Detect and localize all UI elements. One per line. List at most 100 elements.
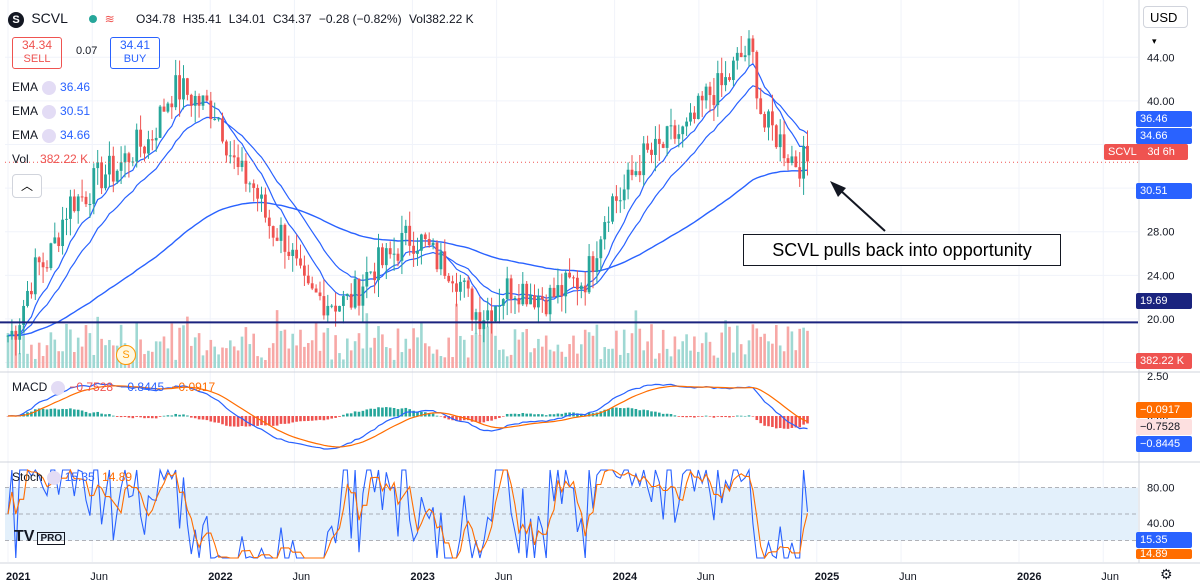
ema1-legend[interactable]: EMA 36.46 <box>12 80 90 95</box>
candle-body-172 <box>677 134 681 139</box>
macd-hist-100 <box>396 409 400 417</box>
candle-body-105 <box>416 250 419 254</box>
sell-button[interactable]: 34.34 SELL <box>12 37 62 69</box>
macd-hist-35 <box>143 416 146 419</box>
candle-body-45 <box>182 78 185 100</box>
candle-body-41 <box>166 103 170 112</box>
vol-bar-68 <box>271 343 275 368</box>
macd-hist-77 <box>307 416 310 421</box>
buy-button[interactable]: 34.41 BUY <box>110 37 160 69</box>
ema1-settings-icon[interactable] <box>42 80 57 95</box>
candle-body-160 <box>630 169 634 176</box>
symbol-name[interactable]: SCVL <box>31 10 68 26</box>
vol-bar-91 <box>361 348 365 368</box>
candle-body-95 <box>377 247 380 281</box>
stoch-legend[interactable]: Stoch 15.35 14.89 <box>12 470 132 485</box>
candle-body-13 <box>57 237 61 247</box>
ema2-label: EMA <box>12 104 39 118</box>
macd-legend[interactable]: MACD −0.7528 −0.8445 −0.0917 <box>12 380 215 395</box>
dividend-marker[interactable]: S <box>116 345 136 365</box>
candle-body-150 <box>591 256 595 272</box>
candle-body-139 <box>548 287 552 315</box>
vol-bar-169 <box>665 348 669 368</box>
vol-bar-33 <box>135 322 138 368</box>
candle-body-47 <box>189 94 193 106</box>
vol-legend[interactable]: Vol 382.22 K <box>12 152 88 166</box>
candle-body-60 <box>240 160 244 168</box>
vol-bar-83 <box>330 359 333 368</box>
candle-body-83 <box>330 305 334 307</box>
macd-hist-165 <box>650 411 653 417</box>
macd-hist-42 <box>170 415 174 417</box>
tag-volume: 382.22 K <box>1136 353 1192 369</box>
candle-body-118 <box>466 280 470 289</box>
pane-separators <box>0 371 1200 463</box>
macd-hist-180 <box>708 416 712 417</box>
vol-bar-5 <box>26 353 29 368</box>
ema3-legend[interactable]: EMA 34.66 <box>12 128 90 143</box>
vol-bar-101 <box>400 352 404 368</box>
candle-body-42 <box>170 103 174 108</box>
tag-ema-mid: 34.66 <box>1136 128 1192 144</box>
candle-body-196 <box>771 111 774 126</box>
vol-bar-117 <box>463 339 466 368</box>
annotation-callout[interactable]: SCVL pulls back into opportunity <box>743 234 1061 266</box>
vol-bar-72 <box>287 348 291 368</box>
candle-body-49 <box>197 95 201 106</box>
vol-bar-142 <box>560 351 564 368</box>
macd-hist-71 <box>283 416 287 424</box>
vol-bar-167 <box>658 353 661 368</box>
vol-bar-84 <box>334 335 337 368</box>
candle-body-179 <box>704 86 708 101</box>
candle-body-156 <box>615 196 618 201</box>
candle-body-134 <box>529 295 532 305</box>
candle-body-10 <box>45 267 49 269</box>
chevron-up-icon: ︿ <box>20 179 33 193</box>
macd-hist-0 <box>6 416 10 417</box>
vol-bar-199 <box>782 351 786 368</box>
macd-hist-16 <box>69 408 72 417</box>
collapse-legend-button[interactable]: ︿ <box>12 174 42 198</box>
candle-body-109 <box>431 242 435 246</box>
macd-hist-167 <box>658 412 661 417</box>
settings-gear-icon[interactable]: ⚙ <box>1160 566 1173 582</box>
vol-bar-61 <box>244 327 248 368</box>
candle-body-84 <box>334 305 337 312</box>
candle-body-112 <box>443 251 447 276</box>
vol-bar-146 <box>576 353 579 368</box>
vol-bar-64 <box>256 356 259 368</box>
vol-bar-196 <box>771 343 774 368</box>
vol-bar-51 <box>205 350 209 368</box>
stoch-settings-icon[interactable] <box>46 470 61 485</box>
ema2-legend[interactable]: EMA 30.51 <box>12 104 90 119</box>
ema3-settings-icon[interactable] <box>42 128 57 143</box>
candle-body-132 <box>521 283 525 305</box>
wave-icon: ≋ <box>104 12 115 26</box>
candle-body-194 <box>763 114 766 128</box>
macd-hist-185 <box>728 416 731 418</box>
vol-bar-140 <box>552 351 556 368</box>
currency-select[interactable]: USD ▾ <box>1143 6 1188 46</box>
vol-bar-15 <box>65 323 68 368</box>
tag-macd-hist: −0.8445 <box>1136 436 1192 452</box>
vol-bar-102 <box>404 338 408 368</box>
candle-body-188 <box>739 52 743 58</box>
macd-hist-95 <box>377 407 380 417</box>
candle-body-129 <box>509 278 513 300</box>
candle-body-144 <box>568 272 571 278</box>
candle-body-187 <box>735 52 739 61</box>
macd-hist-149 <box>587 413 591 417</box>
candle-body-165 <box>650 149 653 155</box>
vol-bar-205 <box>806 330 809 368</box>
candle-body-61 <box>244 160 248 184</box>
close-value: C34.37 <box>272 12 312 26</box>
annotation-text: SCVL pulls back into opportunity <box>772 240 1032 260</box>
macd-settings-icon[interactable] <box>51 380 66 395</box>
macd-v3: −0.0917 <box>171 380 216 394</box>
price-tick-6: 40.00 <box>1147 96 1175 108</box>
candle-body-163 <box>642 143 646 176</box>
ema2-settings-icon[interactable] <box>42 104 57 119</box>
macd-hist-54 <box>217 416 220 423</box>
candle-body-11 <box>49 243 53 269</box>
macd-hist-201 <box>790 416 794 428</box>
